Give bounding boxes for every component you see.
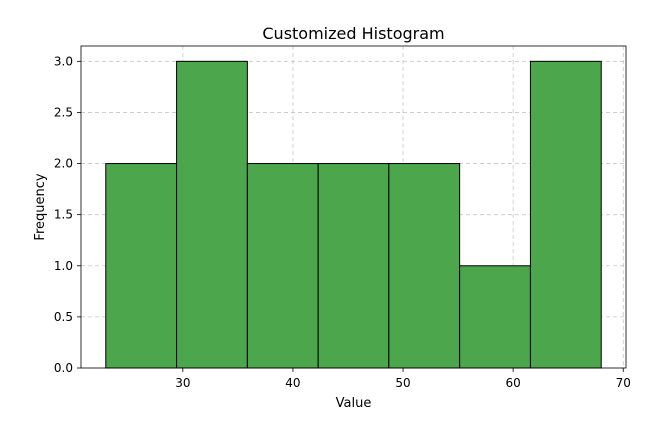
x-tick-label: 40 xyxy=(285,376,300,390)
plot-frame xyxy=(80,45,627,369)
x-tick-label: 60 xyxy=(506,376,521,390)
x-axis-label: Value xyxy=(336,396,372,411)
x-tick-label: 70 xyxy=(616,376,631,390)
y-tick-label: 2.0 xyxy=(54,157,73,171)
y-tick-label: 1.0 xyxy=(54,259,73,273)
y-tick-label: 0.0 xyxy=(54,361,73,375)
x-axis-ticks: 30 40 50 60 70 xyxy=(175,368,631,390)
y-axis-label: Frequency xyxy=(33,173,48,240)
x-tick-label: 30 xyxy=(175,376,190,390)
histogram-bar xyxy=(317,163,390,369)
histogram-bar xyxy=(459,265,531,369)
histogram-bar xyxy=(105,163,178,369)
histogram-bar xyxy=(246,163,319,369)
y-tick-label: 3.0 xyxy=(54,54,73,68)
y-tick-label: 2.5 xyxy=(54,105,73,119)
histogram-bar xyxy=(388,163,461,369)
x-tick-label: 50 xyxy=(395,376,410,390)
chart-title: Customized Histogram xyxy=(262,24,444,43)
bars-layer xyxy=(105,60,602,369)
y-axis-ticks: 0.0 0.5 1.0 1.5 2.0 2.5 3.0 xyxy=(54,54,81,375)
histogram-bar xyxy=(176,60,248,369)
y-tick-label: 1.5 xyxy=(54,208,73,222)
y-tick-label: 0.5 xyxy=(54,310,73,324)
histogram-bar xyxy=(529,60,602,369)
